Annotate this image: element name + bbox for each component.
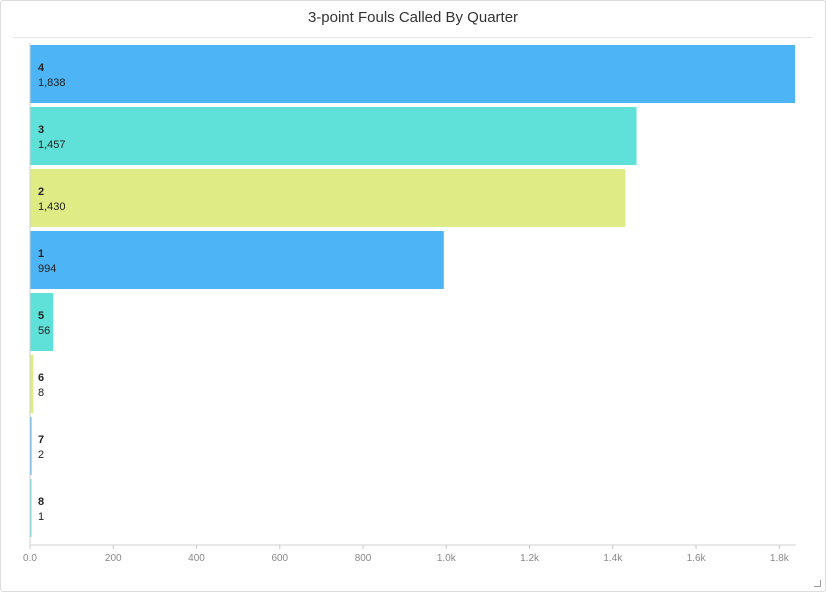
bar-value-label: 1,838	[38, 77, 66, 89]
x-tick-label: 400	[188, 553, 205, 564]
resize-handle-icon[interactable]	[814, 580, 821, 587]
bar-value-label: 1,457	[38, 139, 66, 151]
bar-2[interactable]	[30, 169, 626, 227]
bar-7[interactable]	[30, 417, 32, 475]
x-tick-label: 1.0k	[437, 553, 457, 564]
bar-category-label: 2	[38, 186, 44, 198]
bar-category-label: 4	[38, 62, 45, 74]
bar-6[interactable]	[30, 355, 34, 413]
x-tick-label: 1.6k	[687, 553, 707, 564]
bar-value-label: 1	[38, 511, 44, 523]
x-tick-label: 0.0	[23, 553, 37, 564]
title-divider	[13, 37, 813, 38]
bar-value-label: 2	[38, 449, 44, 461]
bar-4[interactable]	[30, 45, 796, 103]
bar-value-label: 1,430	[38, 201, 66, 213]
x-tick-label: 1.8k	[770, 553, 790, 564]
x-tick-label: 1.2k	[520, 553, 540, 564]
bar-category-label: 8	[38, 496, 44, 508]
bar-1[interactable]	[30, 231, 444, 289]
bar-value-label: 56	[38, 325, 50, 337]
bar-category-label: 1	[38, 248, 44, 260]
x-tick-label: 200	[105, 553, 122, 564]
bar-category-label: 7	[38, 434, 44, 446]
bar-category-label: 3	[38, 124, 44, 136]
bar-3[interactable]	[30, 107, 637, 165]
x-tick-label: 800	[355, 553, 372, 564]
bar-category-label: 5	[38, 310, 44, 322]
bar-value-label: 8	[38, 387, 44, 399]
x-tick-label: 1.4k	[603, 553, 623, 564]
bar-value-label: 994	[38, 263, 56, 275]
x-tick-label: 600	[271, 553, 288, 564]
bar-5[interactable]	[30, 293, 54, 351]
bar-8[interactable]	[30, 479, 32, 537]
bar-category-label: 6	[38, 372, 44, 384]
chart-title: 3-point Fouls Called By Quarter	[307, 9, 519, 26]
